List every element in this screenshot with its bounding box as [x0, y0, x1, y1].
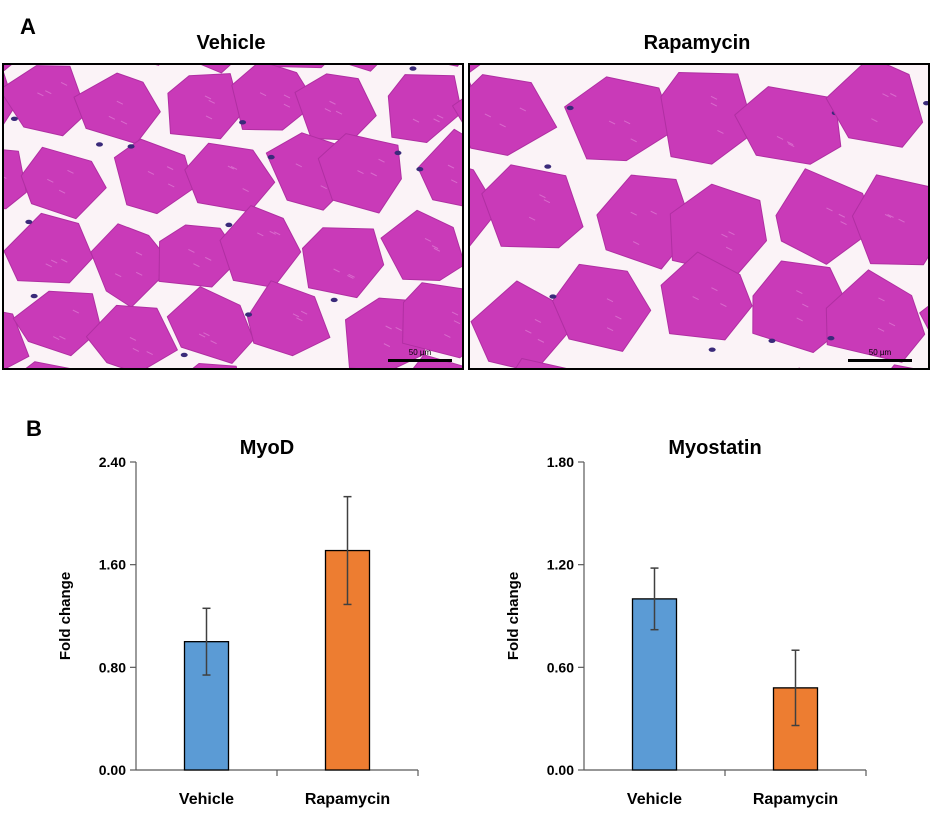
- muscle-fiber: [891, 364, 914, 368]
- nucleus: [10, 116, 18, 121]
- nucleus: [180, 352, 188, 358]
- muscle-fiber: [470, 168, 499, 247]
- nucleus: [245, 312, 253, 317]
- nucleus: [239, 120, 247, 125]
- nucleus: [768, 338, 776, 343]
- nucleus: [95, 142, 103, 147]
- muscle-fiber: [552, 263, 652, 352]
- muscle-fiber: [380, 209, 462, 281]
- muscle-fiber: [4, 149, 27, 210]
- y-tick-label: 0.00: [547, 762, 574, 778]
- nucleus: [409, 66, 417, 71]
- vehicle-scale-label: 50 µm: [408, 348, 432, 357]
- rapamycin-scale-label: 50 µm: [868, 348, 892, 357]
- muscle-fiber: [775, 168, 876, 265]
- muscle-fiber: [4, 65, 12, 71]
- muscle-fiber: [4, 65, 88, 137]
- nucleus: [566, 105, 574, 111]
- muscle-fiber: [166, 286, 254, 364]
- muscle-fiber: [564, 76, 675, 162]
- y-tick-label: 2.40: [99, 454, 126, 470]
- nucleus: [30, 293, 38, 299]
- nucleus: [394, 150, 402, 156]
- myod-chart: MyoD 0.00 0.80 1.60 2.40 Fold change Vehicle Ra…: [40, 420, 480, 820]
- muscle-fiber: [272, 65, 325, 69]
- muscle-fiber: [231, 65, 317, 131]
- y-tick-label: 0.60: [547, 659, 574, 675]
- muscle-fiber: [20, 146, 107, 220]
- muscle-fiber: [192, 363, 238, 368]
- nucleus: [549, 294, 557, 299]
- muscle-fiber: [349, 65, 378, 72]
- muscle-fiber: [660, 72, 755, 165]
- rapamycin-scale-bar: [848, 359, 912, 362]
- muscle-fiber: [302, 227, 385, 299]
- y-axis-label: Fold change: [505, 572, 522, 660]
- muscle-fiber: [113, 138, 195, 215]
- nucleus: [544, 164, 552, 169]
- x-tick-label: Rapamycin: [305, 791, 390, 808]
- x-tick-label: Rapamycin: [753, 791, 838, 808]
- nucleus: [923, 100, 928, 106]
- muscle-fiber: [387, 74, 462, 143]
- muscle-fiber: [167, 73, 242, 140]
- chart-title: Myostatin: [668, 437, 761, 459]
- vehicle-image-title: Vehicle: [196, 32, 266, 54]
- chart-title: MyoD: [240, 437, 294, 459]
- nucleus: [330, 297, 338, 303]
- muscle-fiber: [85, 304, 178, 368]
- muscle-fiber: [452, 98, 462, 123]
- muscle-fiber: [4, 212, 94, 284]
- vehicle-histology-image: 50 µm: [2, 63, 464, 370]
- nucleus: [827, 336, 835, 341]
- muscle-fiber: [660, 251, 753, 341]
- muscle-fiber: [4, 311, 30, 368]
- muscle-fiber: [201, 65, 231, 74]
- y-axis-label: Fold change: [57, 572, 74, 660]
- panel-b-letter: B: [26, 416, 42, 441]
- nucleus: [127, 144, 135, 149]
- x-tick-label: Vehicle: [627, 791, 682, 808]
- rapamycin-histology-image: 50 µm: [468, 63, 930, 370]
- panel-a-letter: A: [20, 14, 36, 39]
- muscle-fiber: [25, 361, 70, 368]
- y-tick-label: 1.80: [547, 454, 574, 470]
- nucleus: [416, 166, 424, 172]
- muscle-fiber: [851, 174, 928, 266]
- muscle-fiber: [448, 65, 459, 67]
- y-tick-label: 1.60: [99, 557, 126, 573]
- muscle-fiber: [317, 133, 402, 214]
- y-tick-label: 0.80: [99, 659, 126, 675]
- muscle-fiber: [470, 74, 558, 156]
- nucleus: [25, 219, 33, 225]
- nucleus: [708, 347, 716, 352]
- rapamycin-image-title: Rapamycin: [643, 32, 751, 54]
- muscle-fiber: [247, 280, 331, 357]
- vehicle-scale-bar: [388, 359, 452, 362]
- y-tick-label: 0.00: [99, 762, 126, 778]
- muscle-fiber: [481, 164, 584, 249]
- x-tick-label: Vehicle: [179, 791, 234, 808]
- muscle-fiber: [12, 290, 102, 357]
- muscle-fiber: [825, 65, 924, 148]
- nucleus: [267, 154, 275, 160]
- muscle-fiber: [515, 358, 567, 368]
- muscle-fiber: [470, 65, 481, 73]
- muscle-fiber: [919, 305, 928, 330]
- y-tick-label: 1.20: [547, 557, 574, 573]
- myostatin-chart: Myostatin 0.00 0.60 1.20 1.80 Fold change Vehi…: [488, 420, 928, 820]
- muscle-fiber: [825, 269, 926, 363]
- muscle-fiber: [596, 174, 694, 270]
- nucleus: [225, 222, 233, 228]
- muscle-fiber: [402, 282, 462, 359]
